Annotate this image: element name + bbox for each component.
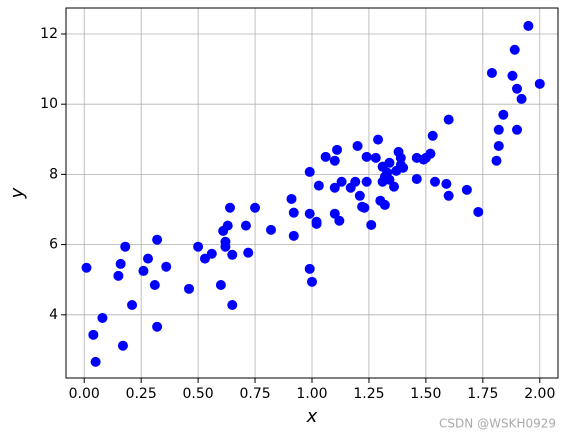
x-tick-label: 0.00: [69, 386, 100, 402]
point: [227, 299, 238, 310]
point: [398, 162, 409, 173]
x-tick-label: 0.50: [183, 386, 214, 402]
point: [117, 340, 128, 351]
y-tick-label: 10: [40, 96, 58, 112]
point: [313, 180, 324, 191]
point: [215, 279, 226, 290]
point: [486, 67, 497, 78]
point: [288, 230, 299, 241]
point: [161, 261, 172, 272]
point: [498, 109, 509, 120]
point: [395, 152, 406, 163]
point: [373, 134, 384, 145]
point: [220, 241, 231, 252]
point: [304, 166, 315, 177]
point: [193, 241, 204, 252]
point: [152, 234, 163, 245]
point: [411, 173, 422, 184]
point: [334, 215, 345, 226]
point: [97, 312, 108, 323]
point: [350, 176, 361, 187]
x-tick-label: 1.25: [353, 386, 384, 402]
y-tick-label: 8: [49, 166, 58, 182]
point: [379, 199, 390, 210]
watermark: CSDN @WSKH0929: [439, 417, 556, 431]
point: [320, 151, 331, 162]
point: [430, 176, 440, 187]
point: [304, 263, 315, 274]
point: [359, 202, 370, 213]
point: [307, 276, 317, 287]
point: [491, 155, 502, 166]
point: [516, 93, 527, 104]
point: [366, 219, 377, 230]
point: [441, 178, 452, 189]
point: [523, 20, 534, 31]
point: [443, 114, 454, 125]
point: [222, 220, 233, 231]
y-tick-label: 12: [40, 26, 58, 42]
point: [352, 140, 363, 151]
point: [443, 190, 454, 201]
x-tick-label: 0.25: [126, 386, 157, 402]
plot-frame: [65, 7, 559, 379]
point: [512, 83, 522, 94]
point: [427, 130, 438, 141]
point: [250, 202, 261, 213]
x-tick-label: 1.00: [296, 386, 327, 402]
point: [138, 265, 149, 276]
point: [461, 184, 472, 195]
point: [88, 329, 99, 340]
point: [329, 155, 340, 166]
x-tick-label: 2.00: [524, 386, 555, 402]
point: [113, 270, 124, 281]
point: [115, 258, 126, 269]
point: [243, 247, 254, 258]
point: [493, 124, 504, 135]
point: [149, 279, 160, 290]
y-tick-label: 6: [49, 237, 58, 253]
x-tick-label: 1.50: [410, 386, 441, 402]
point: [336, 176, 347, 187]
point: [152, 321, 163, 332]
point: [143, 253, 153, 264]
point: [507, 70, 518, 81]
point: [509, 44, 520, 55]
x-tick-label: 1.75: [467, 386, 498, 402]
point: [225, 202, 235, 213]
point: [266, 224, 276, 235]
point: [384, 157, 395, 168]
point: [127, 299, 138, 310]
point: [389, 181, 399, 192]
point: [286, 193, 297, 204]
point: [90, 356, 101, 367]
y-tick-label: 4: [49, 307, 58, 323]
point: [370, 152, 381, 163]
point: [304, 208, 315, 219]
y-axis-label: y: [7, 187, 28, 199]
point: [120, 241, 131, 252]
point: [361, 151, 372, 162]
point: [534, 78, 545, 89]
point: [288, 207, 299, 218]
point: [240, 220, 251, 231]
point: [227, 249, 238, 260]
point: [332, 144, 343, 155]
point: [425, 148, 436, 159]
x-tick-label: 0.75: [239, 386, 270, 402]
point: [473, 206, 484, 217]
point: [493, 140, 504, 151]
point: [329, 182, 340, 193]
x-axis-label: x: [306, 406, 318, 427]
point: [206, 248, 217, 259]
point: [354, 190, 365, 201]
point: [512, 124, 522, 135]
point: [361, 176, 372, 187]
point: [81, 262, 92, 273]
point: [184, 283, 194, 294]
point: [311, 218, 322, 229]
